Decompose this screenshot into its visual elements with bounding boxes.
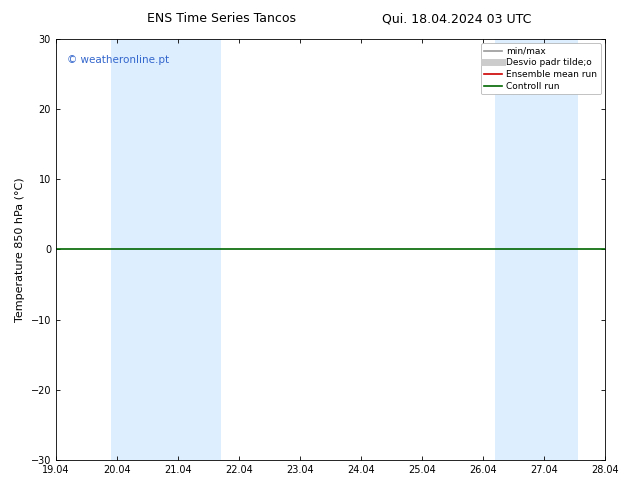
Y-axis label: Temperature 850 hPa (°C): Temperature 850 hPa (°C) xyxy=(15,177,25,321)
Text: Qui. 18.04.2024 03 UTC: Qui. 18.04.2024 03 UTC xyxy=(382,12,531,25)
Text: ENS Time Series Tancos: ENS Time Series Tancos xyxy=(147,12,297,25)
Legend: min/max, Desvio padr tilde;o, Ensemble mean run, Controll run: min/max, Desvio padr tilde;o, Ensemble m… xyxy=(481,43,600,95)
Bar xyxy=(495,39,578,460)
Bar xyxy=(111,39,221,460)
Text: © weatheronline.pt: © weatheronline.pt xyxy=(67,55,169,66)
